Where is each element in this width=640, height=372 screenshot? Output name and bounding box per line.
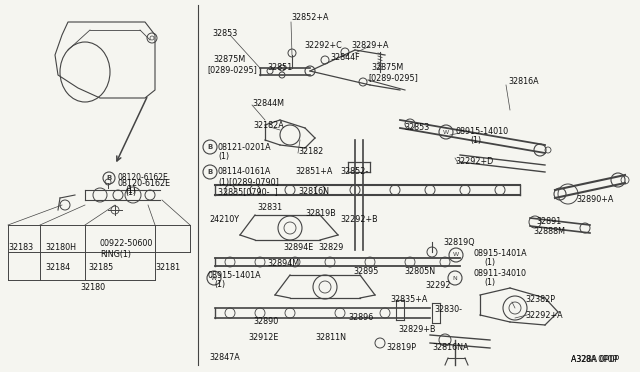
Text: 32835+A: 32835+A [390, 295, 428, 305]
Text: [0289-0295]: [0289-0295] [207, 65, 257, 74]
Text: 32912E: 32912E [248, 333, 278, 341]
Text: 32180H: 32180H [45, 244, 76, 253]
Text: 32292: 32292 [425, 280, 451, 289]
Text: 32875M: 32875M [213, 55, 245, 64]
Text: 32382P: 32382P [525, 295, 555, 305]
Text: 32853: 32853 [404, 124, 429, 132]
Text: 32292+B: 32292+B [340, 215, 378, 224]
Text: 32896: 32896 [348, 314, 373, 323]
Text: 32180: 32180 [80, 283, 105, 292]
Text: 08120-6162E: 08120-6162E [118, 179, 171, 187]
Text: 32852-: 32852- [340, 167, 368, 176]
Text: 32182A: 32182A [253, 121, 284, 129]
Text: 32819P: 32819P [386, 343, 416, 353]
Text: (1): (1) [470, 137, 481, 145]
Text: W: W [443, 129, 449, 135]
Text: 32292+D: 32292+D [455, 157, 493, 167]
Text: [0289-0295]: [0289-0295] [368, 74, 418, 83]
Text: 32847A: 32847A [209, 353, 240, 362]
Text: 32844F: 32844F [330, 54, 360, 62]
Text: W: W [453, 253, 459, 257]
Text: 32844M: 32844M [252, 99, 284, 108]
Text: B: B [207, 169, 212, 175]
Text: 32185: 32185 [88, 263, 113, 272]
Text: 32894E: 32894E [283, 244, 313, 253]
Text: 32851: 32851 [267, 64, 292, 73]
Text: 08915-14010: 08915-14010 [455, 126, 508, 135]
Text: A328A 0P0P: A328A 0P0P [571, 356, 619, 365]
Text: 32819B: 32819B [305, 208, 336, 218]
Text: 32851+A: 32851+A [295, 167, 332, 176]
Text: 32835[0790-  ]: 32835[0790- ] [218, 187, 278, 196]
Text: 32890: 32890 [253, 317, 278, 327]
Text: 32292+A: 32292+A [525, 311, 563, 320]
Text: 32183: 32183 [8, 244, 33, 253]
Text: 32831: 32831 [257, 202, 282, 212]
Text: (1): (1) [125, 189, 136, 198]
Text: 32181: 32181 [155, 263, 180, 272]
Text: 32890+A: 32890+A [576, 196, 613, 205]
Text: 32805N: 32805N [404, 267, 435, 276]
Text: 32829+B: 32829+B [398, 326, 435, 334]
Text: 32182: 32182 [298, 148, 323, 157]
Text: (1)[0289-0790]: (1)[0289-0790] [218, 177, 279, 186]
Text: 08915-1401A: 08915-1401A [473, 248, 527, 257]
Text: 32816NA: 32816NA [432, 343, 468, 353]
Text: (1): (1) [125, 186, 136, 195]
Text: B: B [106, 175, 111, 181]
Text: 32292+C: 32292+C [304, 41, 342, 49]
Text: 32819Q: 32819Q [443, 238, 475, 247]
Text: 32891: 32891 [536, 217, 561, 225]
Text: (1): (1) [214, 280, 225, 289]
Text: 08915-1401A: 08915-1401A [207, 270, 260, 279]
Text: 00922-50600: 00922-50600 [100, 238, 154, 247]
Text: 32895: 32895 [353, 267, 378, 276]
Text: 32829: 32829 [318, 244, 344, 253]
Text: 32875M: 32875M [371, 64, 403, 73]
Text: RING(1): RING(1) [100, 250, 131, 259]
Text: 32894M: 32894M [267, 259, 299, 267]
Text: N: N [452, 276, 458, 280]
Text: 32811N: 32811N [315, 333, 346, 341]
Text: (1): (1) [484, 279, 495, 288]
Text: 08120-6162E: 08120-6162E [118, 173, 169, 183]
Text: A328A 0P0P: A328A 0P0P [571, 356, 617, 365]
Text: 32888M: 32888M [533, 228, 565, 237]
Text: (1): (1) [484, 259, 495, 267]
Text: (1): (1) [218, 153, 229, 161]
Text: W: W [211, 276, 217, 280]
Text: B: B [207, 144, 212, 150]
Text: 08114-0161A: 08114-0161A [218, 167, 271, 176]
Text: 32829+A: 32829+A [351, 41, 388, 49]
Text: 08121-0201A: 08121-0201A [218, 142, 271, 151]
Text: 08911-34010: 08911-34010 [473, 269, 526, 278]
Text: 32853: 32853 [212, 29, 237, 38]
Text: 32184: 32184 [45, 263, 70, 272]
Text: 24210Y: 24210Y [209, 215, 239, 224]
Text: 32816N: 32816N [298, 187, 329, 196]
Text: 32830-: 32830- [434, 305, 462, 314]
Text: 32816A: 32816A [508, 77, 539, 87]
Text: 32852+A: 32852+A [291, 13, 328, 22]
